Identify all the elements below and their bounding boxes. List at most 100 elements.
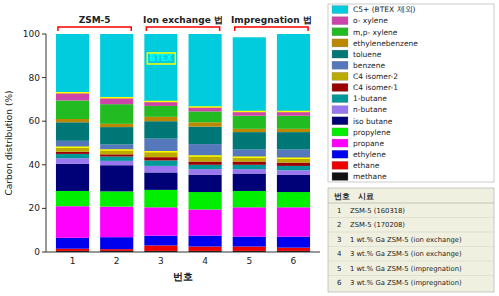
bar-segment	[189, 236, 222, 247]
bar-segment	[233, 132, 266, 149]
y-axis	[46, 34, 47, 252]
x-tick-label: 4	[202, 256, 208, 266]
legend-entry: propylene	[353, 128, 391, 137]
bar-segment	[277, 111, 310, 115]
bar-segment	[144, 190, 177, 207]
y-tick	[42, 164, 46, 165]
legend-swatch	[332, 139, 348, 147]
legend-swatch	[332, 39, 348, 47]
bar-segment	[56, 152, 89, 154]
bar-segment	[56, 154, 89, 158]
legend-swatch	[332, 17, 348, 25]
legend-swatch	[332, 161, 348, 169]
bar-segment	[277, 129, 310, 132]
bar-segment	[144, 121, 177, 138]
bar-segment	[189, 144, 222, 156]
table-cell: 5	[337, 265, 341, 273]
bar-segment	[189, 192, 222, 209]
legend-swatch	[332, 117, 348, 125]
y-tick-label: 80	[29, 73, 41, 83]
bar-segment	[277, 34, 310, 111]
bar-segment	[100, 161, 133, 165]
bar-segment	[100, 124, 133, 127]
y-tick-label: 60	[29, 116, 41, 126]
bar-segment	[144, 236, 177, 246]
bar-segment	[100, 127, 133, 144]
bar-segment	[233, 247, 266, 251]
table-cell: 6	[337, 279, 342, 287]
bar-segment	[100, 191, 133, 206]
bar-segment	[277, 207, 310, 236]
bar-segment	[189, 156, 222, 161]
btex-boundary	[189, 155, 222, 157]
annotation: BTEX	[149, 54, 173, 63]
bar-segment	[100, 165, 133, 191]
btex-boundary	[100, 149, 133, 151]
bar-segment	[56, 249, 89, 251]
btex-boundary	[56, 147, 89, 149]
bars	[56, 34, 310, 252]
bar-segment	[56, 100, 89, 119]
bar-segment	[277, 175, 310, 192]
bar-segment	[100, 249, 133, 251]
bar-segment	[277, 248, 310, 251]
table-cell: 2	[337, 221, 341, 229]
legend-entry: methane	[353, 172, 387, 181]
bar-segment	[233, 150, 266, 158]
y-tick	[42, 208, 46, 209]
bar-segment	[277, 166, 310, 170]
bar-segment	[233, 116, 266, 129]
x-tick-label: 2	[114, 256, 120, 266]
group-separator	[226, 34, 229, 252]
btex-boundary	[56, 92, 89, 94]
table-rule	[328, 246, 494, 247]
bar-segment	[189, 122, 222, 126]
btex-boundary	[144, 151, 177, 153]
x-axis	[46, 252, 320, 253]
bar-segment	[189, 107, 222, 111]
bar-segment	[189, 209, 222, 235]
bar-segment	[56, 122, 89, 141]
bar-segment	[277, 163, 310, 166]
bar-segment	[189, 162, 222, 165]
legend-entry: toluene	[353, 50, 382, 59]
bar-segment	[56, 164, 89, 191]
bar-segment	[189, 165, 222, 169]
legend-entry: n-butane	[353, 105, 387, 114]
legend-swatch	[332, 172, 348, 180]
chart: 020406080100123456번호Carbon distribution …	[0, 0, 499, 296]
btex-boundary	[144, 101, 177, 103]
bar-segment	[144, 152, 177, 157]
legend-entry: o- xylene	[353, 16, 388, 25]
btex-boundary	[100, 97, 133, 99]
btex-boundary	[233, 111, 266, 113]
table-rule	[328, 203, 494, 204]
legend-entry: C5+ (BTEX 제외)	[353, 5, 416, 14]
table-header: 시료	[358, 192, 374, 201]
bar-segment	[100, 150, 133, 154]
table-cell: 3	[337, 236, 341, 244]
bar-segment	[233, 169, 266, 173]
bar-segment	[100, 154, 133, 156]
legend-entry: ethylenebenzene	[353, 39, 418, 48]
bar-segment	[56, 93, 89, 101]
table-cell: ZSM-5 (170208)	[350, 221, 405, 229]
y-tick	[42, 34, 46, 35]
bar-segment	[189, 247, 222, 251]
bar-segment	[189, 175, 222, 192]
x-tick-label: 1	[70, 256, 76, 266]
legend-swatch	[332, 106, 348, 114]
legend-swatch	[332, 95, 348, 103]
table-rule	[328, 261, 494, 262]
bar-segment	[233, 237, 266, 247]
bar-segment	[56, 141, 89, 148]
table-cell: 3 wt.% Ga ZSM-5 (impregnation)	[350, 279, 462, 287]
bar-segment	[56, 238, 89, 249]
legend-entry: C4 isomer-1	[353, 83, 398, 92]
y-tick-label: 40	[29, 160, 41, 170]
table-cell: 1	[337, 207, 341, 215]
bar-segment	[277, 132, 310, 149]
bar-segment	[144, 106, 177, 117]
bar-segment	[233, 157, 266, 161]
group-separator	[137, 34, 140, 252]
